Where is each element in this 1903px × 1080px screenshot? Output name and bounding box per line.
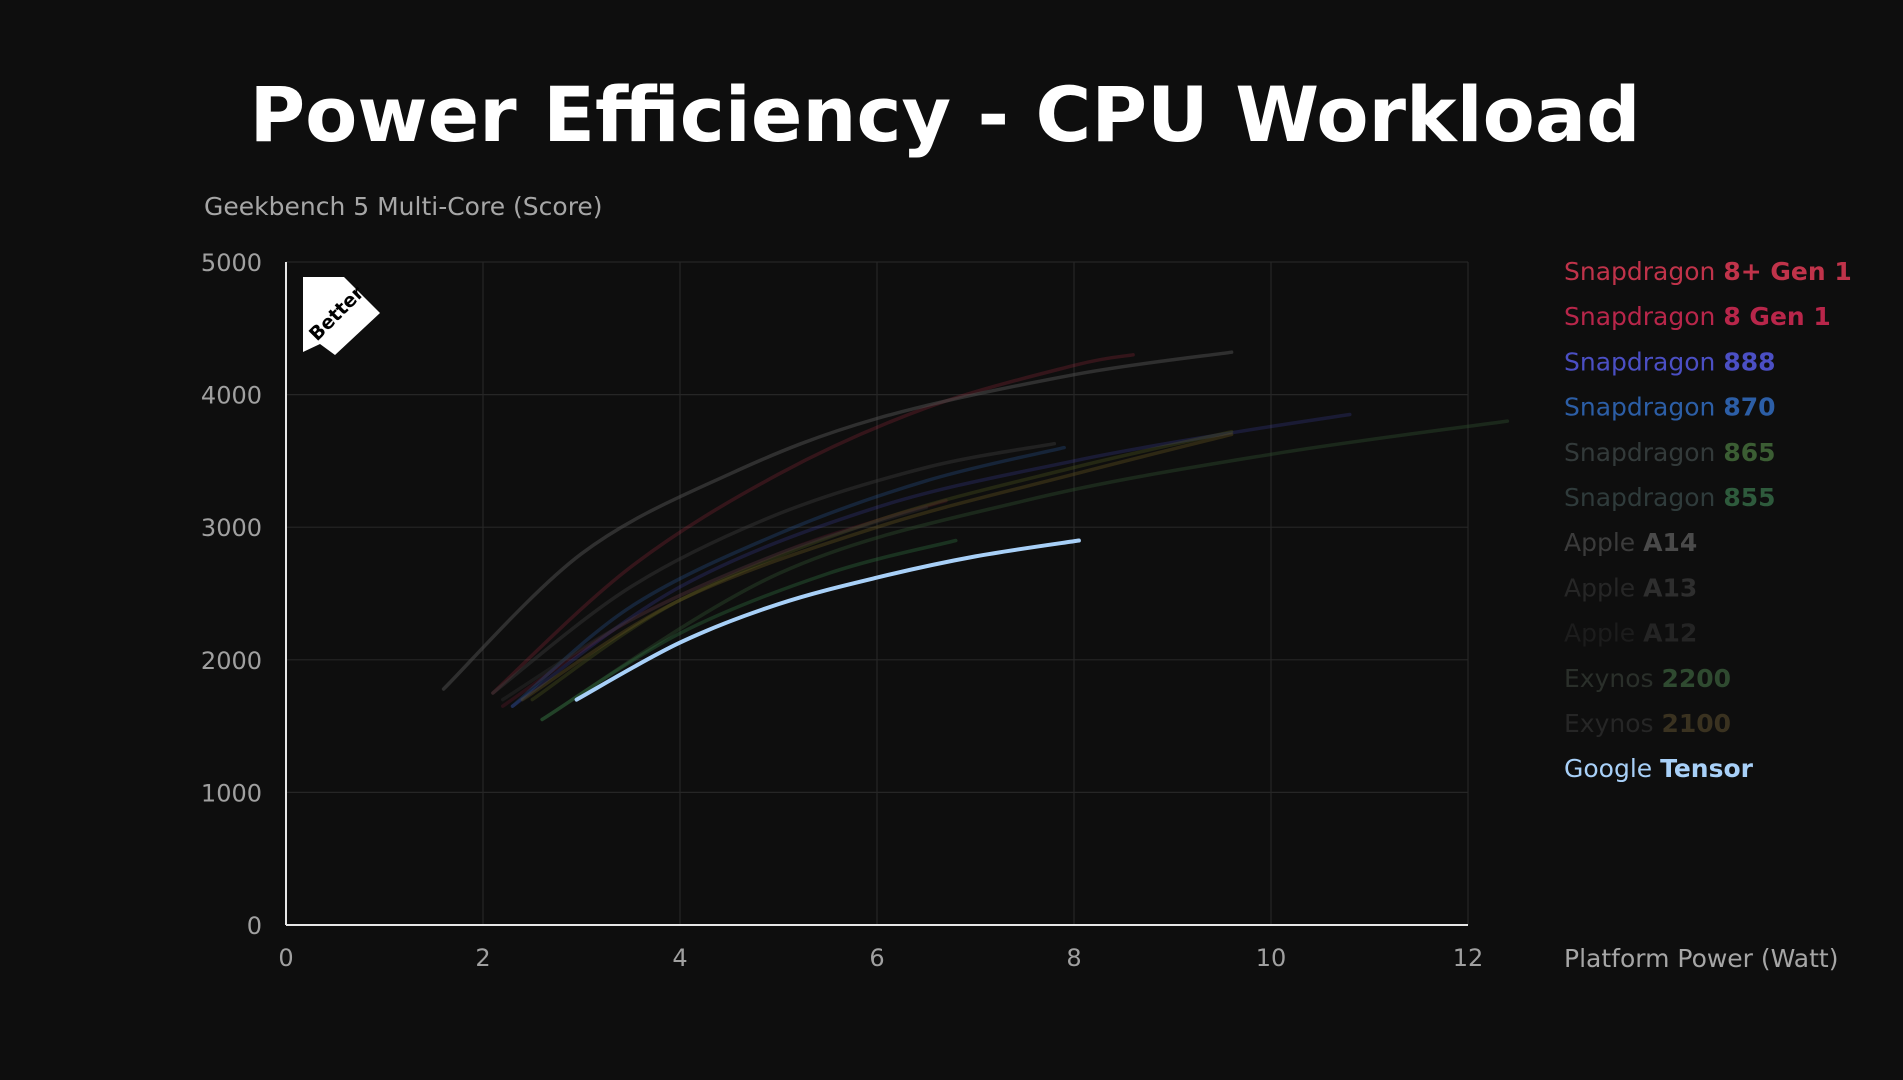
legend-item-google-tensor: Google Tensor [1564,754,1754,783]
legend-item-snapdragon-8-gen-1: Snapdragon 8 Gen 1 [1564,302,1831,331]
legend-suffix: 888 [1723,347,1775,376]
y-axis-title: Geekbench 5 Multi-Core (Score) [204,192,603,221]
legend-suffix: 2200 [1662,664,1732,693]
legend-item-exynos-2200: Exynos 2200 [1564,664,1731,693]
series-line-google-tensor [574,538,1081,702]
y-tick-label-4000: 4000 [201,382,262,410]
legend-prefix: Snapdragon [1564,483,1723,512]
legend-prefix: Apple [1564,528,1643,557]
legend-prefix: Snapdragon [1564,438,1723,467]
legend-suffix: 865 [1723,438,1775,467]
legend-suffix: 8+ Gen 1 [1723,257,1851,286]
legend-item-apple-a13: Apple A13 [1564,573,1697,602]
series-line-exynos-2100 [520,432,1234,702]
y-tick-label-5000: 5000 [201,249,262,277]
series-line-exynos-2200 [540,538,958,722]
legend-prefix: Apple [1564,619,1643,648]
series-line-snapdragon-888 [510,412,1352,708]
series-line-apple-a13 [491,441,1057,695]
series-line-apple-a14 [441,350,1234,691]
axes [285,262,1468,926]
legend-item-snapdragon-8-gen-1: Snapdragon 8+ Gen 1 [1564,257,1852,286]
y-tick-label-3000: 3000 [201,514,262,542]
legend-item-snapdragon-855: Snapdragon 855 [1564,483,1776,512]
better-badge-shape [303,277,380,355]
y-tick-label-0: 0 [247,912,262,940]
better-badge: Better [303,277,380,355]
legend-suffix: Tensor [1660,754,1754,783]
legend-item-snapdragon-888: Snapdragon 888 [1564,347,1776,376]
chart-title: Power Efficiency - CPU Workload [249,70,1640,159]
x-tick-label-2: 2 [475,944,490,972]
legend-prefix: Snapdragon [1564,393,1723,422]
legend-prefix: Snapdragon [1564,257,1723,286]
legend-prefix: Google [1564,754,1660,783]
legend-suffix: 2100 [1662,709,1732,738]
legend-item-apple-a14: Apple A14 [1564,528,1697,557]
tick-labels: 0 2 4 6 8 10 12 0 1000 2000 3000 4000 5000 [201,249,1483,972]
legend-item-snapdragon-870: Snapdragon 870 [1564,393,1776,422]
series-line-snapdragon-855 [540,419,1510,722]
y-tick-label-1000: 1000 [201,779,262,807]
series-lines [441,350,1510,722]
series-line-snapdragon-870 [510,445,1066,708]
legend-item-snapdragon-865: Snapdragon 865 [1564,438,1776,467]
legend-prefix: Apple [1564,573,1643,602]
series-line-apple-a12 [500,505,929,702]
legend-suffix: A12 [1643,619,1697,648]
legend-suffix: A13 [1643,573,1697,602]
legend-prefix: Exynos [1564,664,1662,693]
series-line-snapdragon-865 [530,429,1234,702]
series-line-snapdragon-8-gen-1 [491,353,1135,695]
x-tick-label-12: 12 [1453,944,1484,972]
legend-item-exynos-2100: Exynos 2100 [1564,709,1731,738]
x-axis-title: Platform Power (Watt) [1564,944,1838,973]
x-tick-label-8: 8 [1066,944,1081,972]
legend-item-apple-a12: Apple A12 [1564,619,1697,648]
x-tick-label-10: 10 [1256,944,1287,972]
legend-prefix: Exynos [1564,709,1662,738]
legend-suffix: 8 Gen 1 [1723,302,1830,331]
y-tick-label-2000: 2000 [201,647,262,675]
series-line-snapdragon-8-gen-1 [500,498,948,708]
legend-suffix: 855 [1723,483,1775,512]
legend-prefix: Snapdragon [1564,347,1723,376]
legend-suffix: A14 [1643,528,1697,557]
x-tick-label-4: 4 [672,944,687,972]
x-tick-label-0: 0 [278,944,293,972]
legend-suffix: 870 [1723,393,1775,422]
grid-lines [286,261,1469,925]
legend-prefix: Snapdragon [1564,302,1723,331]
x-tick-label-6: 6 [869,944,884,972]
